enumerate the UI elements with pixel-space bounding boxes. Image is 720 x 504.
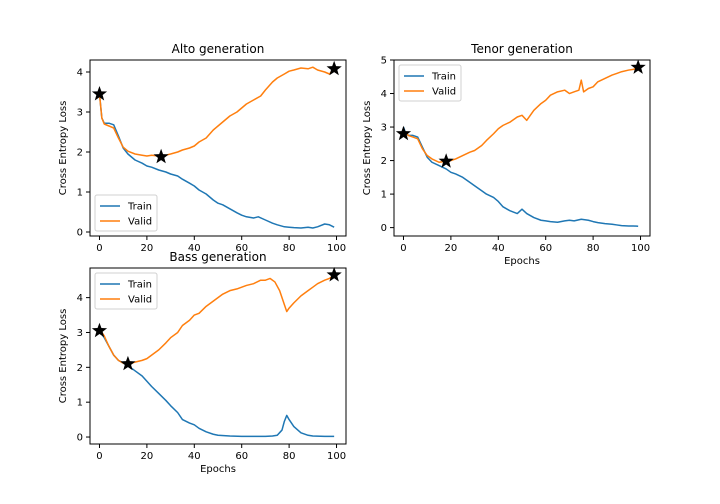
star-marker: [120, 355, 136, 371]
x-tick-label: 20: [445, 243, 458, 254]
chart-panel-2: 0 20 40 60 80 100 0 1 2 3 4 Bass generation Cross En…: [58, 250, 347, 475]
legend-box: [94, 272, 158, 310]
x-axis-label: Epochs: [504, 256, 540, 267]
chart-title: Bass generation: [169, 250, 266, 264]
y-tick-label: 4: [77, 293, 83, 304]
star-marker: [326, 266, 342, 282]
legend-label-train: Train: [127, 280, 152, 291]
y-tick-label: 1: [77, 398, 83, 409]
y-axis-label: Cross Entropy Loss: [58, 309, 69, 404]
series-line-valid: [403, 66, 639, 163]
legend-label-valid: Valid: [128, 217, 152, 228]
x-tick-label: 40: [188, 451, 201, 462]
legend-box: [94, 194, 158, 232]
axes-frame: [89, 59, 347, 237]
star-marker: [326, 60, 342, 76]
y-tick-label: 2: [77, 148, 83, 159]
chart-panel-0: 0 20 40 60 80 100 0 1 2 3 4 Alto generation Cross En…: [58, 42, 347, 254]
series-line-valid: [98, 66, 335, 157]
y-axis-label: Cross Entropy Loss: [58, 101, 69, 196]
legend: Train Valid: [94, 272, 158, 310]
star-marker: [395, 125, 412, 141]
x-tick-label: 60: [235, 451, 248, 462]
x-tick-label: 80: [283, 451, 296, 462]
legend: Train Valid: [398, 64, 462, 102]
chart-title: Tenor generation: [470, 42, 573, 56]
x-tick-label: 80: [587, 243, 600, 254]
y-tick-label: 0: [77, 228, 83, 239]
legend-label-valid: Valid: [128, 295, 152, 306]
x-tick-label: 100: [327, 243, 346, 254]
star-marker: [438, 153, 454, 168]
y-tick-label: 3: [381, 123, 387, 134]
y-tick-label: 4: [381, 89, 387, 100]
y-tick-label: 5: [381, 56, 387, 67]
x-tick-label: 20: [141, 451, 154, 462]
star-marker: [153, 148, 169, 164]
star-marker: [91, 322, 108, 338]
series-line-train: [98, 93, 335, 229]
legend-label-train: Train: [431, 72, 456, 83]
legend: Train Valid: [94, 194, 158, 232]
y-tick-label: 0: [77, 433, 83, 444]
y-axis-label: Cross Entropy Loss: [362, 101, 373, 196]
chart-title: Alto generation: [172, 42, 265, 56]
y-tick-label: 4: [77, 68, 83, 79]
x-tick-label: 60: [539, 243, 552, 254]
y-tick-label: 2: [77, 363, 83, 374]
x-tick-label: 40: [188, 243, 201, 254]
x-tick-label: 0: [400, 243, 406, 254]
axes-frame: [393, 59, 651, 237]
x-tick-label: 0: [96, 451, 102, 462]
legend-box: [398, 64, 462, 102]
y-tick-label: 1: [381, 190, 387, 201]
x-tick-label: 0: [96, 243, 102, 254]
star-marker: [630, 59, 646, 74]
series-line-train: [98, 330, 335, 438]
x-tick-label: 60: [235, 243, 248, 254]
legend-label-valid: Valid: [432, 87, 456, 98]
star-marker: [91, 86, 108, 101]
x-tick-label: 20: [141, 243, 154, 254]
x-tick-label: 80: [283, 243, 296, 254]
axes-frame: [89, 267, 347, 445]
series-line-train: [402, 126, 639, 228]
y-tick-label: 3: [77, 328, 83, 339]
chart-panel-1: 0 20 40 60 80 100 0 1 2 3 4 5 Tenor generation Cross …: [362, 42, 651, 267]
x-tick-label: 100: [327, 451, 346, 462]
y-tick-label: 1: [77, 188, 83, 199]
y-tick-label: 3: [77, 108, 83, 119]
y-tick-label: 0: [381, 223, 387, 234]
x-tick-label: 100: [631, 243, 650, 254]
y-tick-label: 2: [381, 156, 387, 167]
legend-label-train: Train: [127, 202, 152, 213]
x-tick-label: 40: [492, 243, 505, 254]
x-axis-label: Epochs: [200, 464, 236, 475]
